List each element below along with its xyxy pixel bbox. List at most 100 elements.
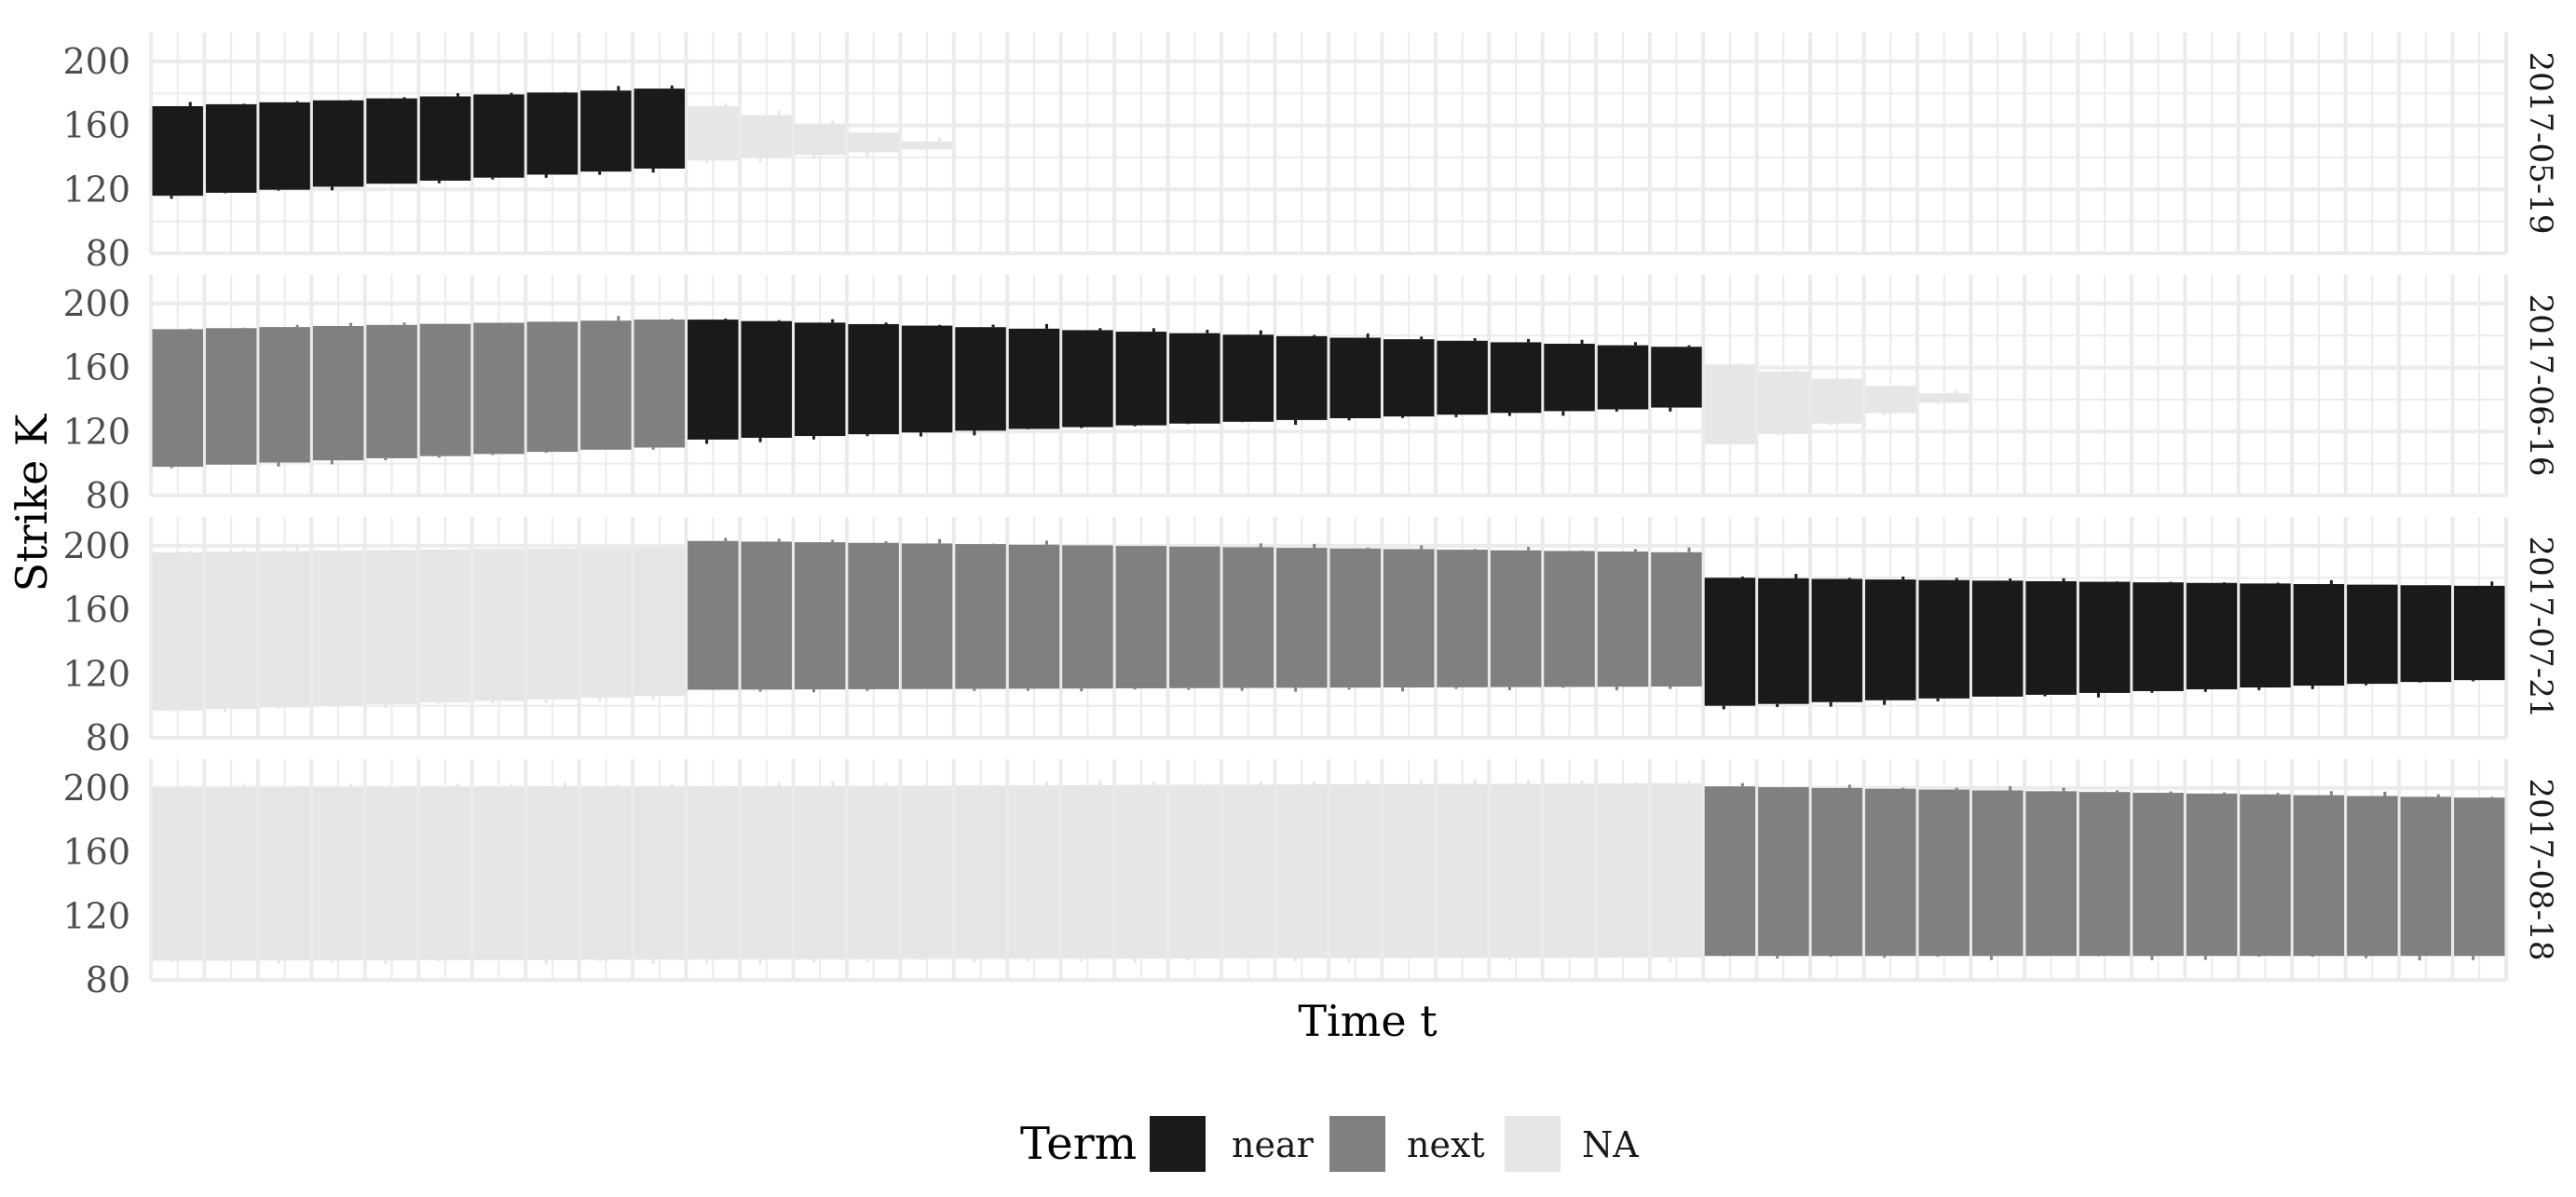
range-spike	[617, 546, 620, 549]
range-spike	[563, 782, 566, 787]
range-spike	[188, 102, 192, 106]
y-tick-label: 120	[62, 653, 130, 694]
range-spike	[2009, 786, 2012, 791]
range-bar-next	[1008, 544, 1060, 689]
range-bar-next	[473, 322, 525, 455]
range-spike	[1561, 958, 1565, 959]
range-spike	[1633, 342, 1637, 346]
legend-key-near	[1150, 1116, 1206, 1172]
range-spike	[491, 701, 495, 704]
range-spike	[510, 92, 513, 95]
y-tick-label: 120	[62, 895, 130, 936]
range-bar-near	[419, 96, 471, 181]
range-bar-near	[955, 327, 1006, 431]
range-spike	[724, 537, 728, 541]
range-bar-NA	[312, 551, 364, 706]
range-spike	[1722, 705, 1725, 710]
range-spike	[1366, 333, 1370, 338]
range-bar-near	[526, 92, 579, 175]
range-bar-near	[1811, 578, 1863, 702]
range-spike	[1527, 547, 1531, 551]
y-tick-label: 160	[62, 590, 130, 631]
range-bar-near	[634, 88, 686, 169]
range-bar-next	[901, 543, 953, 689]
range-spike	[544, 699, 548, 703]
range-spike	[1187, 423, 1191, 425]
range-spike	[1313, 334, 1316, 336]
range-bar-NA	[419, 786, 471, 960]
y-tick-label: 120	[62, 169, 130, 210]
range-spike	[2472, 680, 2475, 682]
range-spike	[384, 457, 388, 461]
legend-label-next: next	[1407, 1124, 1485, 1165]
range-spike	[2276, 793, 2280, 795]
range-spike	[330, 705, 334, 708]
range-spike	[1401, 687, 1405, 692]
range-spike	[651, 696, 655, 701]
range-bar-next	[1544, 551, 1595, 687]
range-spike	[973, 688, 976, 691]
range-spike	[1687, 781, 1691, 783]
range-bar-NA	[1758, 371, 1809, 434]
range-spike	[2490, 796, 2494, 798]
range-spike	[724, 102, 728, 106]
range-spike	[1883, 956, 1887, 959]
range-spike	[384, 959, 388, 964]
range-spike	[544, 959, 548, 965]
range-bar-next	[794, 542, 846, 690]
range-bar-near	[259, 102, 310, 190]
range-spike	[2490, 581, 2494, 586]
range-spike	[1936, 698, 1940, 701]
range-spike	[402, 785, 406, 788]
facet-panels: 80 120 160 200 2017-05-19 80 120 160 200 2017-06-…	[62, 33, 2559, 1000]
legend-label-NA: NA	[1582, 1124, 1639, 1165]
range-spike	[188, 328, 192, 330]
range-spike	[865, 959, 869, 962]
range-bar-next	[526, 321, 579, 453]
legend-key-NA	[1505, 1116, 1561, 1172]
range-spike	[1740, 363, 1744, 365]
range-spike	[1187, 959, 1191, 961]
range-spike	[2472, 956, 2475, 960]
range-spike	[884, 322, 888, 324]
range-spike	[1527, 779, 1531, 784]
range-bar-near	[580, 90, 632, 172]
range-spike	[1829, 956, 1833, 958]
range-bar-NA	[848, 132, 899, 153]
range-bar-next	[1704, 786, 1756, 957]
range-spike	[224, 960, 227, 962]
range-spike	[2062, 787, 2065, 792]
range-bar-NA	[848, 785, 899, 959]
range-bar-NA	[152, 787, 203, 961]
range-spike	[1420, 336, 1424, 340]
range-spike	[1026, 959, 1029, 962]
range-bar-near	[1704, 578, 1756, 706]
range-spike	[1883, 700, 1887, 705]
range-spike	[884, 131, 888, 133]
range-spike	[1507, 687, 1511, 690]
range-bar-next	[1758, 787, 1809, 957]
range-bar-NA	[205, 787, 257, 961]
range-bar-NA	[1222, 784, 1274, 959]
range-bar-next	[1383, 549, 1435, 687]
legend: Term near next NA	[1020, 1116, 1639, 1172]
range-spike	[598, 171, 602, 175]
range-spike	[2276, 582, 2280, 584]
range-spike	[1347, 417, 1351, 421]
range-bar-next	[688, 540, 739, 690]
range-spike	[1615, 409, 1618, 412]
range-spike	[1044, 782, 1048, 785]
range-spike	[2203, 688, 2207, 692]
range-spike	[705, 959, 709, 964]
range-spike	[384, 703, 388, 709]
range-spike	[1098, 328, 1102, 331]
range-spike	[865, 688, 869, 691]
range-bar-NA	[794, 123, 846, 156]
range-spike	[2203, 956, 2207, 960]
range-spike	[812, 436, 816, 440]
range-spike	[544, 452, 548, 454]
range-spike	[188, 785, 192, 788]
range-spike	[919, 959, 922, 961]
range-bar-NA	[1490, 783, 1542, 959]
range-bar-near	[2133, 582, 2184, 691]
